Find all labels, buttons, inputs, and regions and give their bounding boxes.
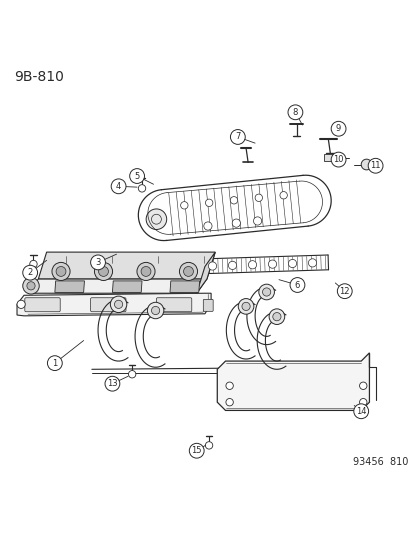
Text: 2: 2 [28, 268, 33, 277]
Text: 15: 15 [191, 446, 202, 455]
Text: 3: 3 [95, 258, 100, 267]
Circle shape [138, 184, 145, 192]
Text: 6: 6 [294, 280, 299, 289]
Circle shape [248, 261, 256, 269]
Circle shape [17, 300, 25, 309]
Circle shape [232, 219, 240, 227]
Circle shape [114, 300, 122, 309]
Circle shape [262, 288, 270, 296]
Text: 13: 13 [107, 379, 117, 388]
Circle shape [308, 259, 316, 267]
Circle shape [230, 130, 244, 144]
Circle shape [23, 278, 39, 294]
Circle shape [253, 217, 261, 225]
Circle shape [23, 265, 38, 280]
Text: 7: 7 [235, 133, 240, 141]
Circle shape [147, 302, 164, 319]
FancyBboxPatch shape [156, 298, 191, 312]
Circle shape [98, 266, 108, 277]
Polygon shape [38, 252, 215, 279]
Polygon shape [112, 281, 142, 293]
Circle shape [105, 376, 119, 391]
Circle shape [151, 306, 159, 314]
Circle shape [225, 399, 233, 406]
FancyBboxPatch shape [25, 298, 60, 312]
Circle shape [110, 296, 126, 312]
Circle shape [128, 370, 135, 378]
Text: 12: 12 [339, 287, 349, 296]
Text: 11: 11 [370, 161, 380, 170]
Circle shape [56, 266, 66, 277]
Circle shape [359, 399, 366, 406]
Text: 1: 1 [52, 359, 57, 368]
Circle shape [258, 284, 274, 300]
Circle shape [189, 443, 204, 458]
Circle shape [27, 282, 35, 290]
Circle shape [237, 298, 253, 314]
Circle shape [180, 201, 188, 209]
Text: 93456  810: 93456 810 [352, 457, 408, 467]
Text: 9: 9 [335, 124, 340, 133]
Circle shape [337, 284, 351, 298]
Circle shape [183, 266, 193, 277]
Circle shape [225, 382, 233, 390]
Text: 8: 8 [292, 108, 297, 117]
Circle shape [129, 168, 144, 183]
Circle shape [367, 158, 382, 173]
Circle shape [268, 260, 276, 268]
Circle shape [279, 191, 287, 199]
Circle shape [268, 309, 284, 325]
Text: 10: 10 [332, 155, 343, 164]
Circle shape [288, 260, 296, 268]
Circle shape [290, 278, 304, 293]
Text: 14: 14 [355, 407, 366, 416]
Circle shape [228, 261, 236, 270]
Circle shape [205, 442, 212, 449]
Circle shape [353, 404, 368, 418]
Circle shape [203, 222, 211, 230]
Polygon shape [217, 353, 368, 410]
Circle shape [272, 312, 280, 321]
Circle shape [146, 209, 166, 230]
Text: 9B-810: 9B-810 [14, 70, 64, 84]
FancyBboxPatch shape [203, 300, 213, 311]
Circle shape [30, 260, 37, 268]
Circle shape [205, 199, 212, 206]
Circle shape [330, 122, 345, 136]
Polygon shape [196, 252, 215, 293]
Circle shape [111, 179, 126, 193]
Circle shape [330, 152, 345, 167]
Polygon shape [170, 281, 199, 293]
Circle shape [141, 266, 151, 277]
Circle shape [230, 197, 237, 204]
Circle shape [90, 255, 105, 270]
Polygon shape [55, 281, 84, 293]
Circle shape [208, 262, 216, 270]
Circle shape [94, 262, 112, 280]
FancyBboxPatch shape [90, 298, 126, 312]
FancyBboxPatch shape [323, 154, 331, 161]
Circle shape [52, 262, 70, 280]
Text: 5: 5 [134, 172, 139, 181]
Text: 4: 4 [116, 182, 121, 191]
Circle shape [359, 382, 366, 390]
Circle shape [360, 159, 371, 170]
Polygon shape [17, 293, 211, 316]
Circle shape [287, 105, 302, 120]
Polygon shape [28, 279, 206, 293]
Circle shape [241, 302, 249, 311]
Circle shape [137, 262, 155, 280]
FancyBboxPatch shape [331, 154, 340, 161]
Circle shape [179, 262, 197, 280]
Circle shape [47, 356, 62, 370]
Circle shape [254, 194, 262, 201]
